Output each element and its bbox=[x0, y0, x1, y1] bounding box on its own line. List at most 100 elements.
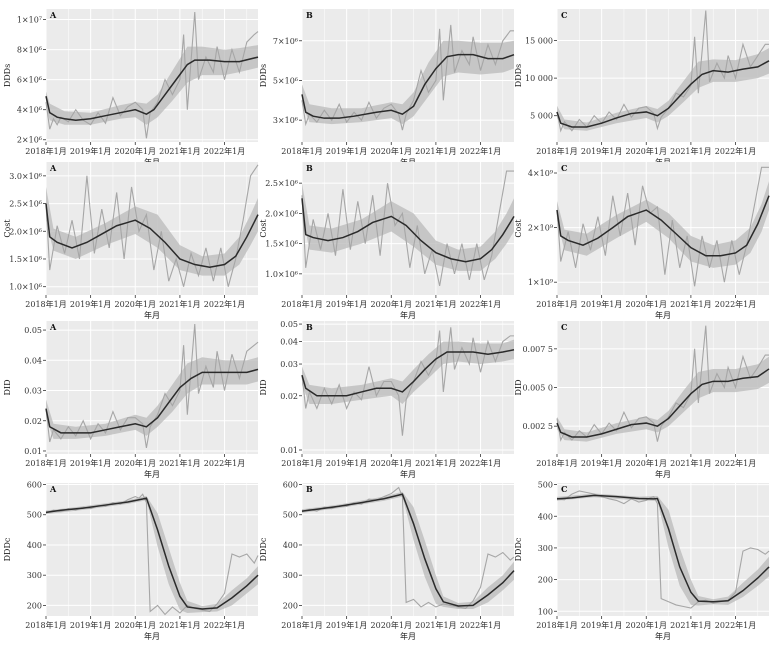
x-tick-label: 2022年1月 bbox=[460, 620, 501, 630]
x-tick-label: 2020年1月 bbox=[626, 620, 667, 630]
series-line-observed bbox=[556, 10, 769, 133]
x-tick-label: 2021年1月 bbox=[415, 299, 456, 309]
x-tick-label: 2018年1月 bbox=[536, 146, 577, 156]
panel-label: A bbox=[49, 484, 57, 494]
y-tick-label: 1.0×10⁶ bbox=[265, 270, 298, 279]
chart-panel-r1c2: 1×10⁹ 2×10⁹ 4×10⁹ 2018年1月 2019年1月 2020年1月 2021… bbox=[514, 162, 770, 320]
series-line-trend bbox=[301, 493, 515, 607]
panel-label: B bbox=[306, 484, 313, 494]
x-tick-label: 2018年1月 bbox=[536, 299, 577, 309]
x-tick-label: 2022年1月 bbox=[715, 146, 756, 156]
x-tick-label: 2018年1月 bbox=[536, 620, 577, 630]
series-line-trend bbox=[45, 203, 259, 269]
y-tick-label: 5 000 bbox=[530, 112, 553, 121]
y-axis-label: DID bbox=[259, 380, 268, 396]
y-tick-label: 10 000 bbox=[525, 74, 553, 83]
x-tick-label: 2020年1月 bbox=[115, 146, 156, 156]
panel-label: A bbox=[49, 322, 57, 332]
chart-panel-r0c1: 3×10⁶ 5×10⁶ 7×10⁶ 2018年1月 2019年1月 2020年1月 2021… bbox=[259, 9, 515, 167]
series-line-observed bbox=[45, 164, 259, 287]
chart-panel-r2c2: 0.002 5 0.005 0 0.007 5 2018年1月 2019年1月 2020年… bbox=[514, 321, 770, 479]
panel-label: C bbox=[561, 163, 567, 173]
confidence-band bbox=[46, 186, 258, 276]
x-tick-label: 2018年1月 bbox=[536, 458, 577, 468]
y-tick-label: 7×10⁶ bbox=[273, 37, 298, 46]
x-tick-label: 2020年1月 bbox=[626, 299, 667, 309]
y-tick-label: 1.5×10⁶ bbox=[265, 240, 298, 249]
confidence-band bbox=[557, 48, 769, 131]
x-tick-label: 2020年1月 bbox=[371, 299, 412, 309]
panel-label: C bbox=[561, 10, 567, 20]
y-tick-label: 400 bbox=[283, 541, 298, 550]
x-tick-label: 2021年1月 bbox=[415, 146, 456, 156]
x-tick-label: 2019年1月 bbox=[70, 146, 111, 156]
chart-panel-r2c0: 0.01 0.02 0.03 0.04 0.05 2018年1月 2019年1月 2020年1… bbox=[3, 321, 259, 479]
y-tick-label: 0.04 bbox=[280, 338, 298, 347]
series-line-observed bbox=[556, 166, 769, 287]
x-tick-label: 2021年1月 bbox=[159, 458, 200, 468]
series-line-observed bbox=[301, 327, 514, 436]
x-tick-label: 2018年1月 bbox=[281, 620, 322, 630]
y-tick-label: 0.007 5 bbox=[522, 345, 553, 354]
x-tick-label: 2019年1月 bbox=[581, 458, 622, 468]
x-tick-label: 2022年1月 bbox=[460, 299, 501, 309]
x-tick-label: 2022年1月 bbox=[204, 458, 245, 468]
x-axis-label: 年月 bbox=[144, 310, 160, 320]
series-line-trend bbox=[301, 198, 515, 263]
series-line-trend bbox=[45, 497, 259, 610]
x-tick-label: 2018年1月 bbox=[281, 458, 322, 468]
y-tick-label: 15 000 bbox=[525, 37, 553, 46]
y-tick-label: 300 bbox=[283, 571, 298, 580]
panel-label: C bbox=[561, 484, 567, 494]
chart-panel-r3c2: 100 200 300 400 500 2018年1月 2019年1月 2020年1月 2021… bbox=[514, 481, 770, 641]
x-axis-label: 年月 bbox=[655, 631, 671, 641]
confidence-band bbox=[557, 356, 769, 442]
x-tick-label: 2019年1月 bbox=[326, 146, 367, 156]
x-axis-label: 年月 bbox=[400, 469, 416, 479]
y-axis-label: DDDc bbox=[259, 537, 268, 561]
y-tick-label: 0.04 bbox=[24, 356, 42, 365]
series-line-trend bbox=[45, 368, 259, 434]
series-line-trend bbox=[556, 60, 770, 128]
series-line-trend bbox=[45, 56, 259, 121]
panel-label: B bbox=[306, 10, 313, 20]
y-tick-label: 0.05 bbox=[280, 320, 298, 329]
x-tick-label: 2022年1月 bbox=[715, 458, 756, 468]
y-tick-label: 200 bbox=[27, 601, 42, 610]
panel-label: B bbox=[306, 163, 313, 173]
y-tick-label: 500 bbox=[538, 481, 553, 490]
x-tick-label: 2021年1月 bbox=[159, 299, 200, 309]
confidence-band bbox=[46, 357, 258, 439]
y-tick-label: 2×10⁹ bbox=[528, 224, 554, 233]
y-tick-label: 2.5×10⁶ bbox=[265, 179, 298, 188]
y-tick-label: 0.03 bbox=[280, 360, 298, 369]
y-tick-label: 0.02 bbox=[24, 417, 42, 426]
x-tick-label: 2018年1月 bbox=[281, 146, 322, 156]
y-tick-label: 500 bbox=[27, 511, 42, 520]
confidence-band bbox=[302, 339, 514, 404]
y-axis-label: DDDs bbox=[514, 64, 523, 87]
x-tick-label: 2019年1月 bbox=[326, 620, 367, 630]
panel-label: B bbox=[306, 322, 313, 332]
y-tick-label: 0.01 bbox=[280, 446, 298, 455]
y-tick-label: 300 bbox=[538, 544, 553, 553]
y-tick-label: 1.0×10⁶ bbox=[9, 283, 42, 292]
chart-panel-r1c1: 1.0×10⁶ 1.5×10⁶ 2.0×10⁶ 2.5×10⁶ 2018年1月 2019年… bbox=[259, 162, 515, 320]
x-tick-label: 2022年1月 bbox=[204, 620, 245, 630]
y-tick-label: 0.02 bbox=[280, 392, 298, 401]
x-tick-label: 2018年1月 bbox=[281, 299, 322, 309]
x-tick-label: 2019年1月 bbox=[70, 299, 111, 309]
y-tick-label: 100 bbox=[538, 607, 553, 616]
y-axis-label: DDDs bbox=[259, 64, 268, 87]
x-tick-label: 2018年1月 bbox=[25, 299, 66, 309]
series-line-observed bbox=[301, 170, 514, 287]
x-tick-label: 2021年1月 bbox=[159, 620, 200, 630]
y-tick-label: 2×10⁶ bbox=[17, 136, 42, 145]
chart-panel-r1c0: 1.0×10⁶ 1.5×10⁶ 2.0×10⁶ 2.5×10⁶ 3.0×10⁶ 2018年… bbox=[3, 162, 259, 320]
y-axis-label: DID bbox=[3, 380, 12, 396]
x-tick-label: 2020年1月 bbox=[371, 458, 412, 468]
confidence-band bbox=[302, 491, 514, 610]
y-tick-label: 0.01 bbox=[24, 447, 42, 456]
